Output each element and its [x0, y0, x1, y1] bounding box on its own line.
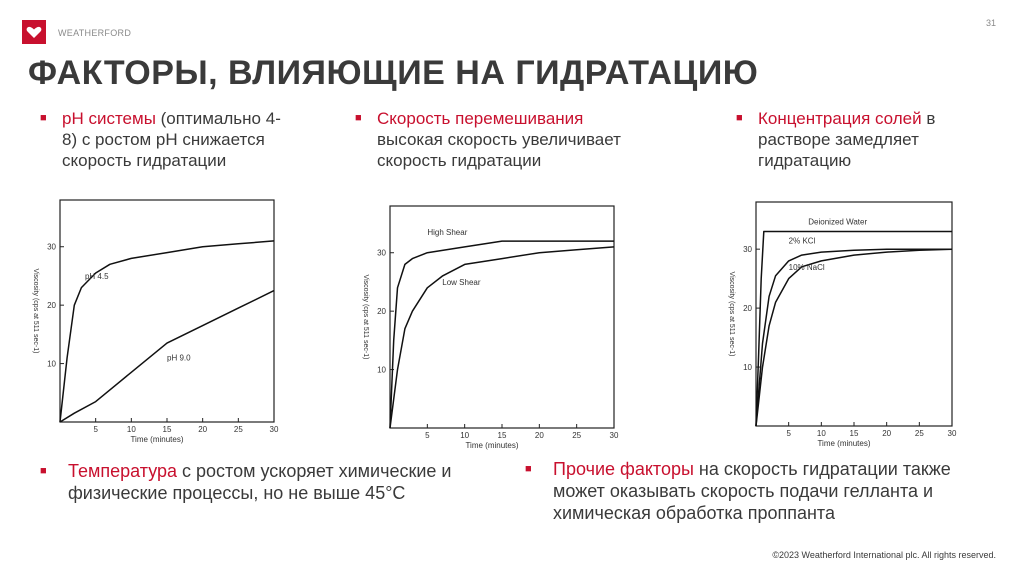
bullet-salt: ■ Концентрация солей в растворе замедляет… [736, 108, 998, 171]
x-tick-label: 15 [850, 429, 859, 438]
chart-salt: 5 10 15 20 25 30 10 20 30 Time (minutes) Viscosity… [728, 201, 957, 448]
x-axis-label: Time (minutes) [130, 435, 183, 444]
heart-logo-icon [22, 20, 46, 44]
bullet-temperature: ■ Температура с ростом ускоряет химически… [40, 460, 488, 504]
plot-frame [389, 205, 615, 429]
bullet-highlight: Скорость перемешивания [377, 109, 584, 128]
y-axis-label: Viscosity (cps at 511 sec-1) [728, 272, 735, 357]
series-label: 10% NaCl [789, 263, 825, 272]
y-tick-label: 10 [47, 360, 56, 369]
x-tick-label: 10 [127, 425, 136, 434]
series-label: pH 9.0 [167, 354, 191, 363]
bullet-highlight: Температура [68, 461, 178, 481]
y-tick-label: 10 [743, 363, 752, 372]
x-axis-label: Time (minutes) [817, 439, 870, 448]
bullet-square-icon: ■ [355, 112, 362, 124]
bullet-text: на скорость гидратации также может оказы… [553, 459, 951, 523]
y-tick-label: 20 [743, 304, 752, 313]
y-tick-label: 20 [377, 307, 386, 316]
series-label: Deionized Water [808, 217, 867, 226]
plot-frame [755, 201, 953, 427]
x-tick-label: 15 [498, 431, 507, 440]
x-tick-label: 10 [817, 429, 826, 438]
x-tick-label: 30 [948, 429, 957, 438]
series-line [59, 240, 275, 423]
y-axis-label: Viscosity (cps at 511 sec-1) [362, 275, 369, 360]
brand-name: WEATHERFORD [58, 28, 132, 38]
x-tick-label: 15 [163, 425, 172, 434]
chart-shear: 5 10 15 20 25 30 10 20 30 Time (minutes) Viscosity… [362, 205, 619, 450]
x-tick-label: 30 [610, 431, 619, 440]
x-tick-label: 20 [198, 425, 207, 434]
page-title: ФАКТОРЫ, ВЛИЯЮЩИЕ НА ГИДРАТАЦИЮ [28, 54, 759, 92]
x-tick-label: 10 [460, 431, 469, 440]
bullet-highlight: pH системы [62, 109, 156, 128]
chart-ph: 5 10 15 20 25 30 10 20 30 Time (minutes) Viscosity… [32, 199, 279, 444]
series-label: High Shear [427, 228, 467, 237]
bullet-highlight: Прочие факторы [553, 459, 694, 479]
page-number: 31 [985, 18, 996, 28]
series-label: Low Shear [442, 278, 481, 287]
bullet-other: ■ Прочие факторы на скорость гидратации т… [525, 458, 973, 524]
x-axis-label: Time (minutes) [465, 441, 518, 450]
series-line [755, 248, 952, 427]
series-line [755, 230, 952, 427]
x-tick-label: 20 [535, 431, 544, 440]
series-label: 2% KCl [789, 236, 816, 245]
x-tick-label: 20 [882, 429, 891, 438]
bullet-text: высокая скорость увеличивает скорость ги… [377, 130, 621, 170]
x-tick-label: 5 [786, 429, 791, 438]
x-tick-label: 25 [572, 431, 581, 440]
series-label: pH 4.5 [85, 272, 109, 281]
bullet-mixing: ■ Скорость перемешивания высокая скорость… [355, 108, 647, 171]
y-tick-label: 10 [377, 366, 386, 375]
x-tick-label: 30 [270, 425, 279, 434]
series-line [755, 248, 953, 427]
bullet-text: с ростом ускоряет химические и физически… [68, 461, 452, 503]
y-axis-label: Viscosity (cps at 511 sec-1) [32, 269, 39, 354]
bullet-ph: ■ pH системы (оптимально 4-8) с ростом pH… [40, 108, 292, 171]
bullet-square-icon: ■ [40, 465, 47, 477]
x-tick-label: 5 [93, 425, 98, 434]
bullet-text: в растворе замедляет гидратацию [758, 109, 936, 170]
series-line [389, 246, 615, 429]
bullet-square-icon: ■ [525, 463, 532, 475]
x-tick-label: 25 [234, 425, 243, 434]
bullet-highlight: Концентрация солей [758, 109, 922, 128]
bullet-square-icon: ■ [736, 112, 743, 124]
x-tick-label: 5 [425, 431, 430, 440]
x-tick-label: 25 [915, 429, 924, 438]
series-line [389, 240, 614, 429]
y-tick-label: 30 [377, 249, 386, 258]
bullet-text: (оптимально 4-8) с ростом pH снижается с… [62, 109, 281, 170]
y-tick-label: 30 [743, 245, 752, 254]
plot-frame [59, 199, 275, 423]
y-tick-label: 30 [47, 243, 56, 252]
series-line [59, 289, 275, 423]
copyright: ©2023 Weatherford International plc. All… [772, 550, 996, 560]
y-tick-label: 20 [47, 301, 56, 310]
bullet-square-icon: ■ [40, 112, 47, 124]
